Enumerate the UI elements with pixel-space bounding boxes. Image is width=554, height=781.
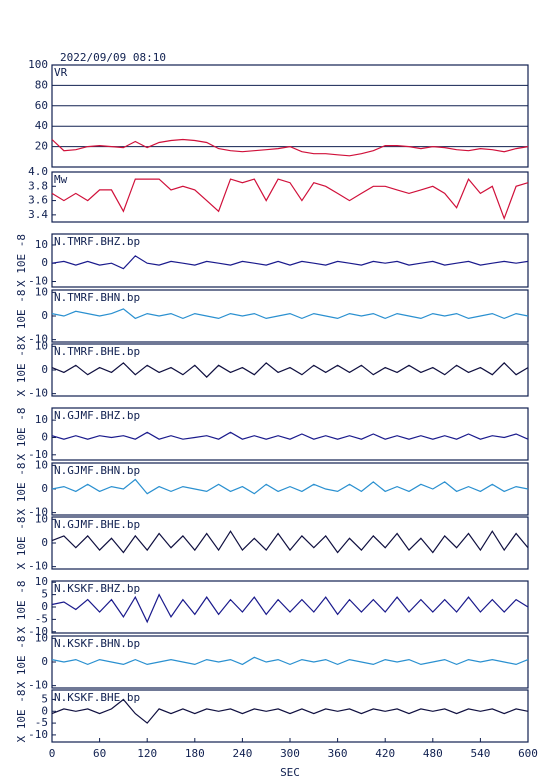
y-tick-label: 10 [35,413,48,426]
panel-label: Mw [54,173,68,186]
x-tick-label: 240 [232,747,252,760]
y-tick-label: -10 [28,506,48,519]
panel-label: N.KSKF.BHN.bp [54,637,140,650]
y-tick-label: 10 [35,458,48,471]
y-tick-label: -10 [28,275,48,288]
y-tick-label: 100 [28,58,48,71]
y-axis-label: X 10E -8 [15,690,28,743]
panel-label: N.GJMF.BHE.bp [54,518,140,531]
y-tick-label: 4.0 [28,165,48,178]
series-line [51,138,529,157]
y-tick-label: 3.4 [28,208,48,221]
y-tick-label: -10 [28,728,48,741]
series-line [51,431,529,440]
y-axis-label: X 10E -8 [15,517,28,570]
panel-label: N.KSKF.BHZ.bp [54,582,140,595]
y-tick-label: -10 [28,625,48,638]
y-axis-label: X 10E -8 [15,234,28,287]
y-tick-label: 5 [41,692,48,705]
y-tick-label: 60 [35,99,48,112]
y-axis-label: X 10E -8 [15,463,28,516]
y-tick-label: 10 [35,238,48,251]
y-tick-label: 20 [35,140,48,153]
y-tick-label: 0 [41,363,48,376]
y-axis-label: X 10E -8 [15,290,28,343]
y-axis-label: X 10E -8 [15,344,28,397]
y-tick-label: 10 [35,575,48,588]
y-tick-label: 5 [41,588,48,601]
x-tick-label: 480 [423,747,443,760]
x-tick-label: 600 [518,747,538,760]
y-tick-label: -5 [35,716,48,729]
series-line [51,698,529,724]
panel-label: N.KSKF.BHE.bp [54,691,140,704]
series-line [51,177,529,221]
panel-label: N.GJMF.BHN.bp [54,464,140,477]
x-tick-label: 540 [470,747,490,760]
panel-label: VR [54,66,68,79]
panel-label: N.TMRF.BHZ.bp [54,235,140,248]
y-tick-label: 3.6 [28,194,48,207]
panel-frame [51,171,529,223]
y-tick-label: 0 [41,536,48,549]
panel-frame [51,343,529,397]
panel-label: N.TMRF.BHE.bp [54,345,140,358]
y-tick-label: 0 [41,704,48,717]
y-axis-label: X 10E -8 [15,636,28,689]
panel-label: N.TMRF.BHN.bp [54,291,140,304]
y-tick-label: -10 [28,679,48,692]
x-tick-label: 60 [93,747,106,760]
x-tick-label: 360 [328,747,348,760]
y-tick-label: 10 [35,512,48,525]
panel-frame [51,64,529,168]
series-line [51,593,529,624]
y-tick-label: -10 [28,448,48,461]
y-tick-label: 0 [41,256,48,269]
y-tick-label: -5 [35,612,48,625]
series-line [51,255,529,270]
x-tick-label: 420 [375,747,395,760]
y-tick-label: 0 [41,600,48,613]
y-tick-label: -10 [28,387,48,400]
y-tick-label: 10 [35,339,48,352]
y-tick-label: 0 [41,655,48,668]
panel-frame [51,407,529,461]
y-tick-label: 10 [35,285,48,298]
series-line [51,478,529,495]
y-axis-label: X 10E -8 [15,408,28,461]
x-tick-label: 180 [185,747,205,760]
panel-label: N.GJMF.BHZ.bp [54,409,140,422]
series-line [51,656,529,666]
y-axis-label: X 10E -8 [15,581,28,634]
series-line [51,308,529,320]
chart-title: 2022/09/09 08:10 [60,51,166,64]
y-tick-label: 40 [35,119,48,132]
x-tick-label: 120 [137,747,157,760]
panel-frame [51,233,529,288]
y-tick-label: 80 [35,78,48,91]
series-line [51,362,529,378]
panel-frame [51,516,529,570]
y-tick-label: 0 [41,430,48,443]
panel-frame [51,635,529,689]
y-tick-label: 0 [41,309,48,322]
series-line [51,530,529,554]
x-tick-label: 300 [280,747,300,760]
y-tick-label: 3.8 [28,179,48,192]
y-tick-label: -10 [28,560,48,573]
x-tick-label: 0 [49,747,56,760]
y-tick-label: -10 [28,333,48,346]
x-axis-label: SEC [280,766,300,779]
y-tick-label: 10 [35,631,48,644]
y-tick-label: 0 [41,482,48,495]
